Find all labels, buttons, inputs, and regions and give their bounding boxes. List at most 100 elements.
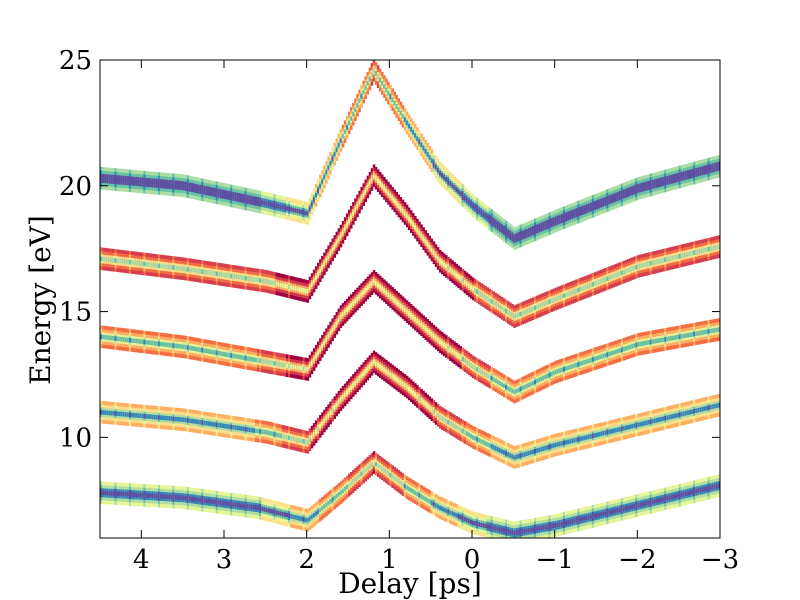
heatmap-cell [405,309,409,314]
heatmap-cell [474,521,477,526]
heatmap-cell [571,438,574,444]
heatmap-cell [321,506,324,511]
heatmap-cell [699,330,702,336]
heatmap-cell [153,414,157,420]
heatmap-cell [699,407,702,412]
heatmap-cell [186,184,190,189]
heatmap-cell [147,493,150,498]
heatmap-cell [662,416,665,422]
heatmap-cell [513,389,516,395]
heatmap-cell [170,182,173,187]
heatmap-cell [695,408,698,413]
heatmap-cell [655,498,659,504]
heatmap-cell [207,349,210,354]
heatmap-cell [265,359,268,365]
heatmap-cell [292,436,295,442]
heatmap-cell [569,364,572,370]
heatmap-cell [397,301,401,307]
heatmap-cell [496,379,500,385]
heatmap-cell [219,272,223,277]
heatmap-cell [701,330,704,335]
heatmap-cell [463,279,467,285]
heatmap-cell [465,517,469,523]
heatmap-cell [279,282,283,288]
heatmap-cell [525,383,529,389]
heatmap-cell [531,380,535,386]
heatmap-cell [554,296,558,302]
heatmap-cell [476,437,479,442]
heatmap-cell [534,526,537,532]
heatmap-cell [304,366,308,372]
heatmap-cell [296,515,299,521]
heatmap-cell [645,340,649,346]
heatmap-cell [575,518,578,523]
heatmap-cell [536,378,539,384]
heatmap-cell [552,370,556,376]
heatmap-cell [612,273,615,279]
heatmap-cell [484,523,487,529]
heatmap-cell [153,263,157,268]
heatmap-cell [170,416,173,421]
heatmap-cell [490,444,494,449]
heatmap-cell [647,420,651,425]
heatmap-cell [622,426,626,431]
heatmap-cell [124,337,128,343]
heatmap-cell [449,510,452,515]
heatmap-cell [441,260,444,266]
heatmap-cell [556,522,560,528]
heatmap-cell [188,496,192,501]
heatmap-cell [655,338,659,344]
heatmap-cell [577,437,580,442]
heatmap-cell [112,491,115,496]
heatmap-cell [393,198,396,204]
heatmap-cell [585,284,589,289]
heatmap-cell [159,181,163,186]
heatmap-cell [598,279,601,285]
heatmap-cell [538,303,541,309]
heatmap-cell [188,418,192,423]
heatmap-cell [556,442,560,447]
heatmap-cell [637,264,640,269]
heatmap-cell [484,441,487,446]
heatmap-cell [620,347,624,353]
heatmap-cell [463,358,467,363]
heatmap-cell [523,384,527,390]
heatmap-cell [190,496,194,502]
heatmap-cell [265,430,268,435]
heatmap-cell [366,184,370,190]
heatmap-cell [286,363,289,368]
heatmap-cell [379,364,382,369]
heatmap-cell [314,275,318,280]
heatmap-cell [618,427,622,432]
heatmap-cell [224,352,227,357]
heatmap-cell [120,259,124,264]
heatmap-cell [306,367,310,372]
heatmap-cell [399,480,403,486]
heatmap-cell [201,347,204,353]
heatmap-cell [182,266,186,272]
heatmap-cell [558,295,562,300]
heatmap-cell [131,338,134,343]
heatmap-cell [246,356,250,361]
heatmap-cell [443,342,446,348]
heatmap-cell [174,494,177,500]
heatmap-cell [234,425,237,430]
heatmap-cell [188,267,192,273]
heatmap-cell [354,298,357,304]
heatmap-cell [350,303,353,308]
heatmap-cell [443,417,446,423]
heatmap-cell [275,281,279,287]
heatmap-cell [120,336,124,342]
heatmap-cell [552,297,556,303]
heatmap-cell [193,346,196,351]
heatmap-cell [488,297,491,303]
heatmap-cell [668,414,671,420]
heatmap-cell [153,341,157,346]
heatmap-cell [213,422,217,427]
heatmap-cell [106,257,109,262]
heatmap-cell [269,360,272,365]
heatmap-cell [596,513,599,518]
heatmap-cell [312,432,316,437]
heatmap-cell [496,447,500,452]
heatmap-cell [519,453,522,458]
